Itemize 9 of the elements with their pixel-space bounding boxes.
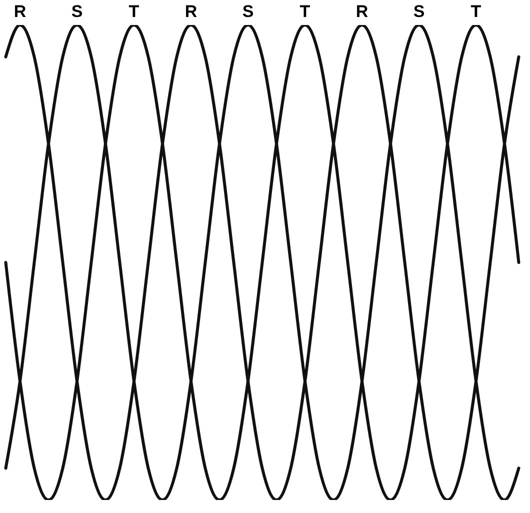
text: S: [242, 2, 254, 21]
series-label: T: [470, 2, 482, 21]
series-label: S: [413, 2, 425, 21]
text: R: [356, 2, 368, 21]
series-label: R: [184, 2, 198, 21]
text: T: [128, 2, 140, 21]
text: S: [71, 2, 83, 21]
text: T: [300, 2, 310, 21]
text: R: [14, 2, 26, 21]
